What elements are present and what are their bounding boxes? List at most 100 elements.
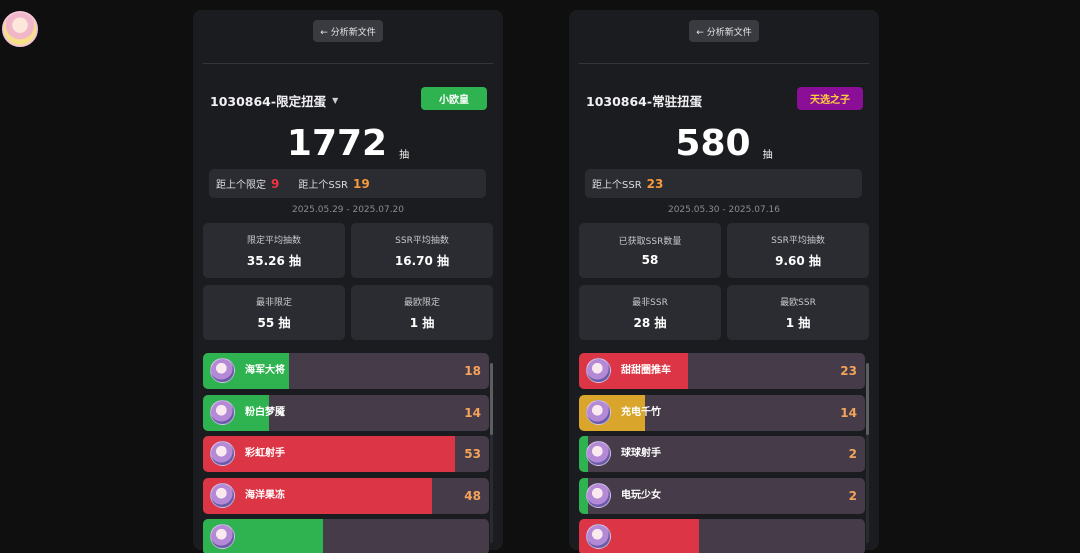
character-name: 海军大将 <box>245 365 285 376</box>
pull-count: 53 <box>464 447 481 461</box>
distance-since-ssr: 距上个SSR 19 <box>298 176 370 192</box>
stat-card: 限定平均抽数 35.26 抽 <box>203 223 345 278</box>
pull-row[interactable]: 甜甜圈推车 23 <box>579 353 865 389</box>
character-name: 粉白梦魇 <box>245 406 285 418</box>
analyze-new-file-button[interactable]: ← 分析新文件 <box>689 20 759 42</box>
pull-count: 48 <box>464 488 481 503</box>
limited-pool-panel: ← 分析新文件 1030864-限定扭蛋 ▼ 小欧皇 1772 抽 距上个限定 … <box>193 10 503 553</box>
pull-history-list[interactable]: 甜甜圈推车 23 充电千竹 14 球球射手 2 电玩少女 2 <box>579 353 865 553</box>
stat-card: SSR平均抽数 16.70 抽 <box>351 223 493 278</box>
standard-pool-panel: ← 分析新文件 1030864-常驻扭蛋 天选之子 580 抽 距上个SSR 2… <box>569 10 879 553</box>
character-name: 电玩少女 <box>621 489 661 501</box>
character-name: 球球射手 <box>621 448 661 459</box>
pull-row[interactable]: 海军大将 18 <box>203 353 489 389</box>
stat-value: 1 抽 <box>785 315 811 330</box>
pull-count: 2 <box>848 447 857 461</box>
luck-badge-label: 小欧皇 <box>439 95 469 106</box>
pull-row[interactable]: 充电千竹 14 <box>579 394 865 431</box>
character-avatar-icon <box>586 524 611 549</box>
analyze-new-file-label: ← 分析新文件 <box>320 27 376 38</box>
analyze-new-file-label: ← 分析新文件 <box>696 27 752 38</box>
pity-distance-box: 距上个SSR 23 <box>585 169 862 198</box>
character-avatar-icon <box>586 441 611 466</box>
pull-count: 14 <box>464 405 481 420</box>
pity-distance-box: 距上个限定 9 距上个SSR 19 <box>209 169 486 198</box>
total-pulls-unit: 抽 <box>762 150 773 161</box>
caret-down-icon[interactable]: ▼ <box>332 96 339 105</box>
stat-value: 55 抽 <box>257 315 291 330</box>
scrollbar[interactable] <box>490 363 493 543</box>
stat-label: 最非限定 <box>255 297 292 308</box>
pull-count: 18 <box>464 364 481 378</box>
luck-badge: 天选之子 <box>797 87 863 110</box>
luck-badge: 小欧皇 <box>421 87 487 110</box>
character-name: 彩虹射手 <box>245 448 285 459</box>
stat-card: 最欧SSR 1 抽 <box>727 285 869 340</box>
pull-count: 14 <box>840 405 857 420</box>
stat-card: SSR平均抽数 9.60 抽 <box>727 223 869 278</box>
scrollbar-thumb[interactable] <box>866 363 869 435</box>
analyze-new-file-button[interactable]: ← 分析新文件 <box>313 20 383 42</box>
stat-value: 9.60 抽 <box>775 253 821 268</box>
total-pulls-unit: 抽 <box>399 150 410 161</box>
character-avatar-icon <box>586 358 611 383</box>
pull-row[interactable]: 彩虹射手 53 <box>203 436 489 472</box>
pull-row[interactable]: 球球射手 2 <box>579 436 865 472</box>
character-name: 甜甜圈推车 <box>621 365 671 376</box>
character-avatar-icon <box>210 358 235 383</box>
stat-value: 1 抽 <box>409 315 435 330</box>
character-avatar-icon <box>210 524 235 549</box>
user-avatar[interactable] <box>2 11 38 47</box>
pull-row[interactable]: 粉白梦魇 14 <box>203 394 489 431</box>
character-name: 充电千竹 <box>621 406 661 418</box>
stat-label: 最欧限定 <box>403 297 440 308</box>
stat-card: 已获取SSR数量 58 <box>579 223 721 278</box>
pull-row[interactable] <box>579 519 865 553</box>
stat-label: 限定平均抽数 <box>246 235 301 246</box>
character-avatar-icon <box>586 482 611 508</box>
stat-card: 最非SSR 28 抽 <box>579 285 721 340</box>
total-pulls: 580 抽 <box>569 122 879 166</box>
stat-label: SSR平均抽数 <box>771 235 825 246</box>
distance-since-ssr: 距上个SSR 23 <box>592 176 664 192</box>
pull-row[interactable]: 海洋果冻 48 <box>203 477 489 514</box>
stat-label: 最欧SSR <box>780 297 816 308</box>
stat-value: 35.26 抽 <box>246 253 302 268</box>
character-avatar-icon <box>210 482 235 508</box>
stat-label: 已获取SSR数量 <box>618 237 682 247</box>
pull-count: 23 <box>840 364 857 378</box>
stat-label: SSR平均抽数 <box>395 235 449 246</box>
character-avatar-icon <box>210 441 235 466</box>
distance-label: 距上个SSR <box>298 180 349 191</box>
pull-row[interactable] <box>203 519 489 553</box>
distance-value: 23 <box>646 176 664 191</box>
date-range: 2025.05.29 - 2025.07.20 <box>291 205 405 215</box>
pool-title: 1030864-限定扭蛋 <box>210 94 327 109</box>
pull-row[interactable]: 电玩少女 2 <box>579 477 865 514</box>
stat-value: 58 <box>641 253 659 267</box>
pool-selector[interactable]: 1030864-限定扭蛋 ▼ <box>210 91 338 110</box>
pool-title: 1030864-常驻扭蛋 <box>586 94 703 109</box>
divider <box>579 63 869 64</box>
pull-progress-fill <box>203 477 432 514</box>
pull-history-list[interactable]: 海军大将 18 粉白梦魇 14 彩虹射手 53 海洋果冻 48 <box>203 353 489 553</box>
divider <box>203 63 493 64</box>
pool-title-row: 1030864-常驻扭蛋 <box>586 91 702 110</box>
distance-value: 19 <box>353 176 370 191</box>
pull-progress-fill <box>203 436 455 472</box>
pull-progress-fill <box>579 477 588 514</box>
stat-card: 最非限定 55 抽 <box>203 285 345 340</box>
total-pulls: 1772 抽 <box>193 122 503 166</box>
total-pulls-value: 1772 <box>286 123 388 164</box>
distance-since-limited: 距上个限定 9 <box>216 176 280 192</box>
character-avatar-icon <box>586 399 611 425</box>
scrollbar[interactable] <box>866 363 869 543</box>
stat-label: 最非SSR <box>632 297 668 308</box>
total-pulls-value: 580 <box>675 123 751 164</box>
scrollbar-thumb[interactable] <box>490 363 493 435</box>
character-name: 海洋果冻 <box>245 489 285 501</box>
pull-count: 2 <box>848 488 857 503</box>
distance-value: 9 <box>271 176 280 191</box>
stat-value: 28 抽 <box>633 315 667 330</box>
distance-label: 距上个限定 <box>216 180 266 191</box>
